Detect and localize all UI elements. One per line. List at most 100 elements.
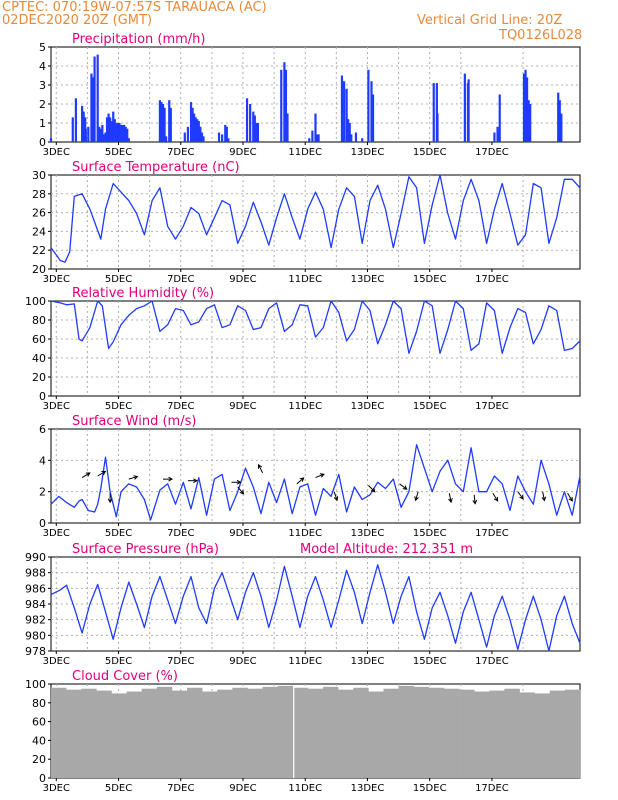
humidity-ytick-label: 0 (39, 390, 46, 403)
cloud-cover-title: Cloud Cover (%) (72, 669, 178, 684)
humidity-xtick-label: 15DEC (413, 401, 447, 412)
precipitation-bar (87, 126, 90, 142)
wind-arrow-shaft (258, 464, 264, 474)
precipitation-bar (124, 126, 127, 142)
wind-arrow-head (541, 496, 547, 502)
precipitation-bar (227, 138, 230, 142)
precipitation-bar (113, 119, 116, 142)
wind-arrow-head (370, 487, 376, 493)
precipitation-bar (498, 94, 501, 142)
precipitation-bar (252, 111, 255, 142)
precipitation-bar (82, 111, 85, 142)
wind-line (50, 444, 581, 521)
precipitation-bar (123, 124, 126, 142)
precipitation-bar (529, 104, 532, 142)
precipitation-bar (467, 79, 470, 142)
precipitation-bar (348, 123, 351, 142)
precipitation-bar (199, 126, 202, 142)
cloud-cover-bar (232, 687, 248, 778)
temperature-ytick-label: 24 (32, 225, 46, 238)
humidity-line (50, 300, 581, 354)
cloud-cover-bar (428, 687, 445, 778)
precipitation-bar (224, 124, 227, 142)
cloud-cover-bar (443, 688, 460, 778)
wind-arrow-head (193, 478, 198, 484)
precipitation-bar (284, 69, 288, 142)
precipitation-xtick-label: 15DEC (413, 147, 447, 158)
cloud-cover-ytick-label: 100 (25, 678, 46, 691)
wind-arrow-head (236, 479, 242, 485)
humidity-ytick-label: 40 (32, 352, 46, 365)
cloud-cover-bar (353, 687, 369, 778)
cloud-cover-bar (247, 688, 263, 778)
wind-ytick-label: 4 (39, 454, 46, 467)
cloud-cover-bar (262, 686, 279, 778)
pressure-xtick-label: 3DEC (43, 656, 70, 667)
pressure-frame (50, 556, 581, 652)
precipitation-bar (558, 100, 561, 142)
pressure-ytick-label: 980 (25, 629, 46, 642)
precipitation-bar (165, 136, 168, 142)
cloud-cover-bar (398, 685, 415, 778)
pressure-xtick-label: 9DEC (229, 656, 256, 667)
wind-arrow-head (402, 485, 408, 490)
pressure-ytick-label: 986 (25, 582, 46, 595)
precipitation-bar (91, 77, 95, 142)
cloud-cover-bar (66, 689, 82, 778)
precipitation-bar (158, 100, 162, 142)
precipitation-bar (168, 100, 171, 142)
precipitation-bar (119, 124, 123, 142)
wind-ytick-label: 2 (39, 486, 46, 499)
temperature-ytick-label: 22 (32, 244, 46, 257)
precipitation-ytick-label: 5 (39, 41, 46, 54)
precipitation-bar (93, 56, 96, 142)
precipitation-bar (432, 83, 435, 142)
wind-arrow-head (257, 463, 263, 469)
precipitation-bar (115, 123, 118, 142)
code-label: TQ0126L028 (499, 28, 583, 43)
precipitation-bar (436, 113, 439, 142)
precipitation-bar (189, 102, 193, 142)
pressure-title: Surface Pressure (hPa) (72, 542, 219, 557)
cloud-cover-bar (81, 688, 97, 778)
precipitation-bar (81, 105, 84, 142)
precipitation-bar (343, 81, 346, 142)
pressure-xtick-label: 7DEC (167, 656, 194, 667)
precipitation-bar (370, 81, 373, 142)
precipitation-title: Precipitation (mm/h) (72, 32, 205, 47)
pressure-xtick-label: 15DEC (413, 656, 447, 667)
precipitation-bar (255, 123, 258, 142)
precipitation-bar (361, 138, 364, 142)
wind-arrow-shaft (448, 493, 452, 503)
precipitation-xtick-label: 17DEC (475, 147, 509, 158)
wind-xtick-label: 15DEC (413, 528, 447, 539)
cloud-cover-bar (126, 691, 142, 778)
precipitation-bar (526, 77, 529, 142)
cloud-cover-bar (368, 691, 384, 778)
temperature-line (50, 174, 581, 263)
pressure-ytick-label: 982 (25, 614, 46, 627)
wind-arrow-shaft (296, 477, 304, 485)
wind-xtick-label: 7DEC (167, 528, 194, 539)
cloud-cover-bar (534, 693, 551, 778)
wind-xtick-label: 11DEC (288, 528, 322, 539)
cloud-cover-xtick-label: 7DEC (167, 783, 194, 794)
precipitation-bar (160, 102, 163, 142)
cloud-cover-bar (141, 688, 158, 778)
temperature-xtick-label: 13DEC (351, 274, 385, 285)
precipitation-bar (202, 136, 205, 142)
precipitation-bar (493, 132, 496, 142)
precipitation-bar (102, 134, 105, 142)
humidity-title: Relative Humidity (%) (72, 286, 214, 301)
precipitation-bar (161, 104, 165, 142)
precipitation-bar (98, 126, 101, 142)
precipitation-ytick-label: 3 (39, 79, 46, 92)
cloud-cover-bar (96, 690, 112, 778)
wind-arrow-shaft (97, 470, 106, 477)
precipitation-xtick-label: 9DEC (229, 147, 256, 158)
temperature-xtick-label: 11DEC (288, 274, 322, 285)
cloud-cover-ytick-label: 60 (32, 716, 46, 729)
precipitation-bar (163, 107, 166, 142)
wind-ytick-label: 0 (39, 517, 46, 530)
precipitation-bar (90, 73, 93, 142)
